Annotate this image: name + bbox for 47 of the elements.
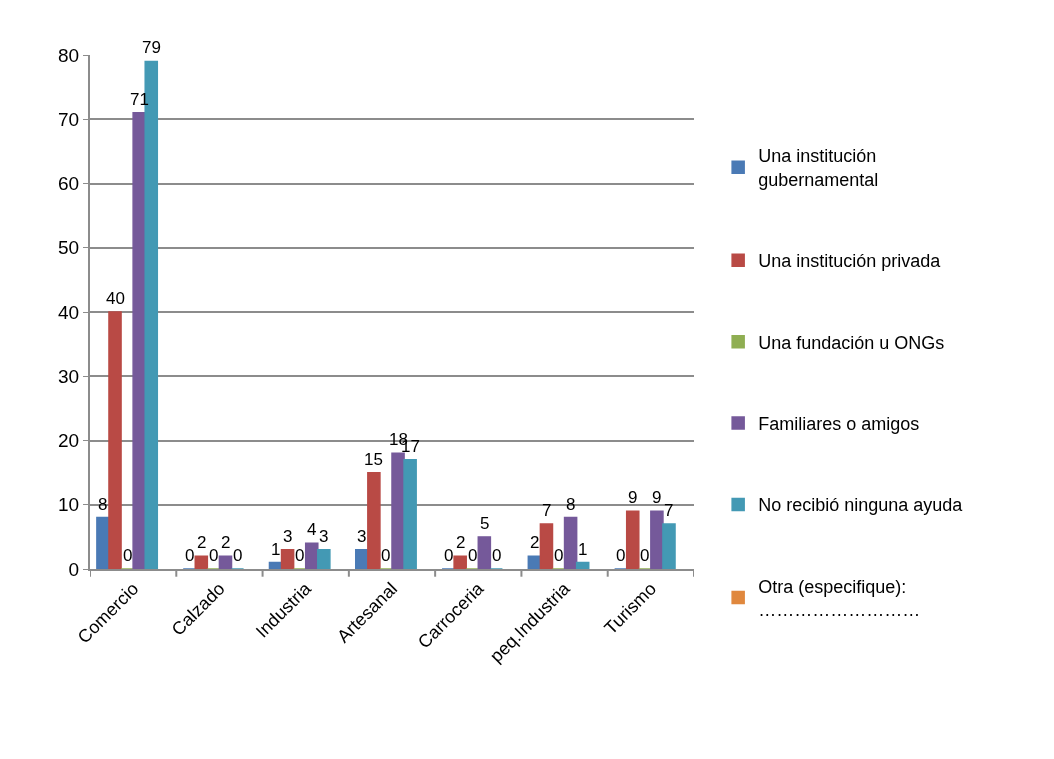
data-label: 5 <box>480 514 490 533</box>
data-label: 0 <box>233 546 243 565</box>
data-label: 79 <box>142 38 161 57</box>
y-tick-label: 80 <box>58 44 80 66</box>
data-label: 3 <box>357 527 367 546</box>
data-label: 0 <box>295 546 305 565</box>
data-label: 7 <box>664 501 674 520</box>
y-tick-label: 40 <box>58 301 80 323</box>
data-label: 0 <box>185 546 195 565</box>
data-label: 1 <box>578 540 588 559</box>
legend-label: Una fundación u ONGs <box>758 332 945 353</box>
y-tick-label: 10 <box>58 494 80 516</box>
y-tick-label: 0 <box>68 558 80 580</box>
data-label: 2 <box>221 533 231 552</box>
data-label: 0 <box>444 546 454 565</box>
data-label: 15 <box>364 450 383 469</box>
data-label: 2 <box>456 533 466 552</box>
data-label: 2 <box>197 533 207 552</box>
data-label: 0 <box>209 546 219 565</box>
y-tick-label: 30 <box>58 365 80 387</box>
legend-label: Otra (especifique): ……………………… <box>758 576 921 621</box>
data-label: 7 <box>542 501 552 520</box>
data-label: 0 <box>554 546 564 565</box>
legend-label: No recibió ninguna ayuda <box>758 495 964 516</box>
y-tick-label: 50 <box>58 237 80 259</box>
data-label: 3 <box>283 527 293 546</box>
data-label: 0 <box>640 546 650 565</box>
data-label: 0 <box>492 546 502 565</box>
legend-label: Una institución privada <box>758 251 942 272</box>
data-label: 1 <box>271 540 281 559</box>
data-label: 2 <box>530 533 540 552</box>
data-label: 8 <box>566 495 576 514</box>
legend-label: Familiares o amigos <box>758 414 920 435</box>
data-label: 0 <box>616 546 626 565</box>
data-label: 9 <box>628 488 638 507</box>
y-tick-label: 20 <box>58 430 80 452</box>
data-label: 8 <box>98 495 108 514</box>
y-tick-label: 60 <box>58 173 80 195</box>
data-label: 0 <box>381 546 391 565</box>
data-label: 3 <box>319 527 329 546</box>
data-label: 9 <box>652 488 662 507</box>
data-label: 0 <box>468 546 478 565</box>
legend-label: Una institución gubernamental <box>758 146 879 190</box>
y-tick-label: 70 <box>58 108 80 130</box>
data-label: 0 <box>123 546 133 565</box>
data-label: 40 <box>106 289 125 308</box>
data-label: 4 <box>307 520 317 539</box>
